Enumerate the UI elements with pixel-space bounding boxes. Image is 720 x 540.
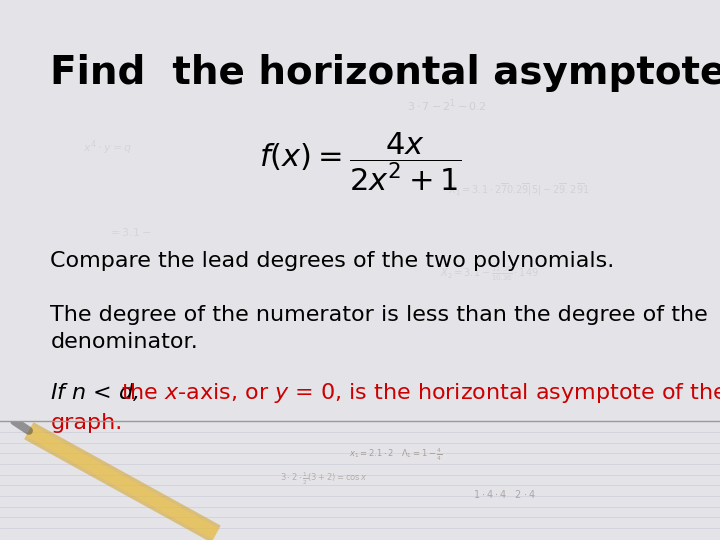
Text: Compare the lead degrees of the two polynomials.: Compare the lead degrees of the two poly… bbox=[50, 251, 615, 271]
Text: If $n$ < $d$,: If $n$ < $d$, bbox=[50, 381, 139, 403]
Text: $X_2 = 3.1 - \frac{11.50}{10.36} \cdot 149$: $X_2 = 3.1 - \frac{11.50}{10.36} \cdot 1… bbox=[440, 265, 539, 283]
Text: Find  the horizontal asymptote:: Find the horizontal asymptote: bbox=[50, 54, 720, 92]
Text: $3 \cdot 7 - 2^1 - 0.2$: $3 \cdot 7 - 2^1 - 0.2$ bbox=[407, 97, 486, 113]
Text: graph.: graph. bbox=[50, 413, 122, 433]
Text: $3 \cdot 2 \cdot \frac{1}{2}(3+2) = \cos x$: $3 \cdot 2 \cdot \frac{1}{2}(3+2) = \cos… bbox=[280, 470, 368, 487]
Text: $X_1 = 3.1 \cdot 2\overline{7}0.2\overline{9}|5| - 2\overline{9}.2\overline{9}1$: $X_1 = 3.1 \cdot 2\overline{7}0.2\overli… bbox=[448, 181, 589, 198]
Text: the $x$-axis, or $y$ = 0, is the horizontal asymptote of the: the $x$-axis, or $y$ = 0, is the horizon… bbox=[114, 381, 720, 404]
Text: $x_1 = 2.1 \cdot 2  \quad  \Lambda_1 = 1 - \frac{4}{4}$: $x_1 = 2.1 \cdot 2 \quad \Lambda_1 = 1 -… bbox=[349, 447, 443, 463]
Text: $= 3.1 -$: $= 3.1 -$ bbox=[108, 226, 151, 238]
Text: $f(x) = \dfrac{4x}{2x^2 + 1}$: $f(x) = \dfrac{4x}{2x^2 + 1}$ bbox=[259, 131, 461, 193]
Text: The degree of the numerator is less than the degree of the
denominator.: The degree of the numerator is less than… bbox=[50, 305, 708, 352]
Text: $1 \cdot 4 \cdot 4 \quad 2 \cdot 4$: $1 \cdot 4 \cdot 4 \quad 2 \cdot 4$ bbox=[473, 488, 535, 501]
Text: $x^4 \cdot y = q$: $x^4 \cdot y = q$ bbox=[84, 138, 132, 157]
